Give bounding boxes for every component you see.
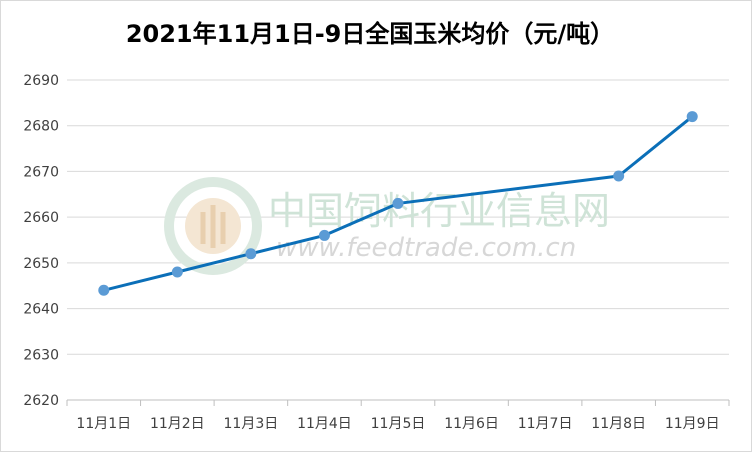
watermark-text: 中国饲料行业信息网 <box>268 189 610 233</box>
axes: 2620 2630 2640 2650 2660 2670 2680 2690 11月1日 11月… <box>23 73 730 432</box>
data-point <box>613 170 625 182</box>
x-tick-label: 11月4日 <box>297 416 352 432</box>
x-tick-label: 11月8日 <box>591 416 646 432</box>
y-tick-label: 2650 <box>23 256 59 272</box>
y-tick-label: 2690 <box>23 73 59 89</box>
y-tick-label: 2630 <box>23 347 59 363</box>
y-tick-label: 2660 <box>23 210 59 226</box>
y-tick-label: 2640 <box>23 302 59 318</box>
y-tick-label: 2670 <box>23 164 59 180</box>
data-point <box>245 248 257 260</box>
x-tick-label: 11月6日 <box>444 416 499 432</box>
x-tick-label: 11月1日 <box>76 416 131 432</box>
x-tick-label: 11月5日 <box>371 416 426 432</box>
x-tick-label: 11月7日 <box>518 416 573 432</box>
watermark-logo-icon <box>164 177 262 275</box>
y-tick-label: 2620 <box>23 393 59 409</box>
data-point <box>98 284 110 296</box>
x-tick-label: 11月2日 <box>150 416 205 432</box>
data-point <box>686 111 698 123</box>
chart-title: 2021年11月1日-9日全国玉米均价（元/吨） <box>125 20 615 48</box>
data-point <box>392 197 404 209</box>
data-point <box>318 229 330 241</box>
y-tick-label: 2680 <box>23 119 59 135</box>
data-point <box>171 266 183 278</box>
series-line <box>98 111 698 296</box>
x-tick-label: 11月9日 <box>665 416 720 432</box>
x-tick-label: 11月3日 <box>224 416 279 432</box>
